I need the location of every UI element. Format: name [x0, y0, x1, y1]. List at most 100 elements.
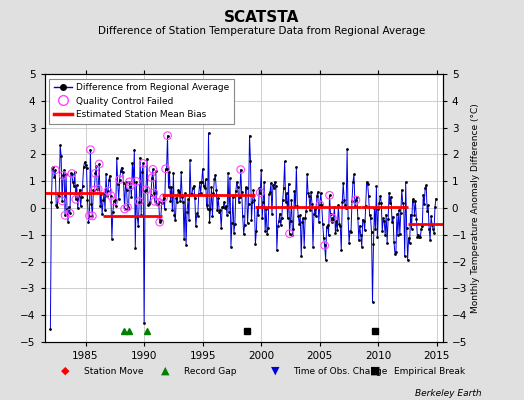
Point — [388, 218, 396, 225]
Point — [239, 231, 248, 237]
Point — [101, 207, 109, 214]
Point — [114, 181, 122, 187]
Point — [80, 159, 89, 166]
Point — [410, 211, 419, 218]
Point — [282, 190, 291, 196]
Point — [412, 216, 421, 222]
Point — [310, 211, 318, 218]
Point — [127, 194, 136, 200]
Point — [150, 190, 158, 196]
Point — [314, 219, 323, 226]
Point — [415, 233, 423, 240]
Point — [154, 201, 162, 208]
Point — [208, 184, 216, 190]
Point — [306, 207, 314, 213]
Point — [186, 157, 194, 163]
Point — [118, 168, 127, 175]
Point — [211, 172, 220, 178]
Point — [258, 215, 266, 221]
Point — [57, 152, 66, 159]
Point — [200, 185, 209, 191]
Point — [297, 253, 305, 260]
Point — [243, 184, 251, 191]
Point — [236, 166, 245, 173]
Point — [62, 171, 70, 177]
Point — [112, 202, 120, 209]
Point — [188, 191, 196, 198]
Point — [210, 176, 219, 182]
Point — [336, 223, 344, 229]
Point — [151, 168, 160, 175]
Point — [200, 183, 208, 189]
Point — [315, 202, 324, 208]
Point — [195, 179, 204, 186]
Point — [223, 212, 231, 218]
Point — [333, 227, 342, 234]
Point — [229, 194, 237, 200]
Point — [396, 231, 404, 238]
Point — [364, 193, 373, 199]
Point — [272, 246, 281, 253]
Point — [274, 222, 282, 229]
Point — [250, 197, 258, 203]
Point — [72, 196, 80, 202]
Point — [209, 190, 217, 196]
Point — [182, 242, 190, 248]
Point — [416, 234, 424, 240]
Point — [61, 212, 69, 218]
Point — [315, 202, 324, 208]
Point — [259, 199, 267, 206]
Point — [149, 166, 157, 172]
Point — [66, 210, 74, 216]
Point — [230, 230, 238, 236]
Point — [308, 201, 316, 207]
Point — [263, 230, 271, 237]
Point — [80, 164, 88, 170]
Point — [391, 250, 399, 257]
Point — [406, 240, 414, 247]
Point — [325, 192, 334, 198]
Point — [236, 166, 245, 173]
Point — [74, 194, 83, 200]
Point — [233, 179, 241, 185]
Point — [139, 160, 147, 167]
Point — [329, 215, 337, 221]
Point — [369, 241, 378, 247]
Point — [251, 241, 259, 248]
Point — [305, 193, 313, 200]
Point — [401, 179, 410, 186]
Point — [389, 213, 397, 220]
Point — [304, 190, 312, 196]
Point — [170, 212, 179, 218]
Point — [180, 236, 188, 242]
Point — [115, 176, 124, 183]
Point — [135, 198, 144, 205]
Point — [320, 235, 328, 241]
Point — [150, 198, 159, 204]
Point — [312, 213, 320, 219]
Point — [91, 170, 100, 176]
Point — [126, 183, 135, 189]
Point — [75, 186, 84, 193]
Y-axis label: Monthly Temperature Anomaly Difference (°C): Monthly Temperature Anomaly Difference (… — [472, 103, 481, 313]
Point — [93, 186, 102, 193]
Point — [94, 186, 102, 192]
Point — [128, 160, 137, 166]
Point — [234, 184, 242, 190]
Point — [152, 201, 161, 208]
Point — [302, 208, 310, 214]
Point — [168, 207, 177, 214]
Point — [192, 223, 200, 230]
Point — [290, 188, 299, 194]
Point — [349, 178, 357, 185]
Point — [191, 195, 199, 201]
Point — [376, 193, 385, 199]
Point — [134, 223, 143, 230]
Point — [300, 244, 308, 250]
Point — [414, 232, 422, 238]
Point — [113, 155, 121, 161]
Point — [50, 174, 59, 180]
Point — [291, 202, 300, 209]
Point — [267, 180, 275, 186]
Point — [367, 229, 376, 235]
